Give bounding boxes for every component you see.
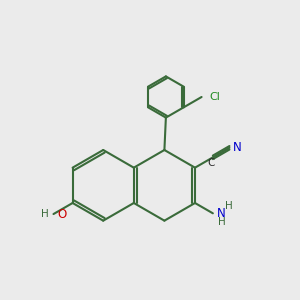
Text: O: O [57,208,66,220]
Text: Cl: Cl [209,92,220,102]
Text: H: H [225,201,233,211]
Text: H: H [218,217,226,226]
Text: N: N [216,207,225,220]
Text: H: H [41,209,49,219]
Text: N: N [233,141,242,154]
Text: C: C [208,158,215,168]
